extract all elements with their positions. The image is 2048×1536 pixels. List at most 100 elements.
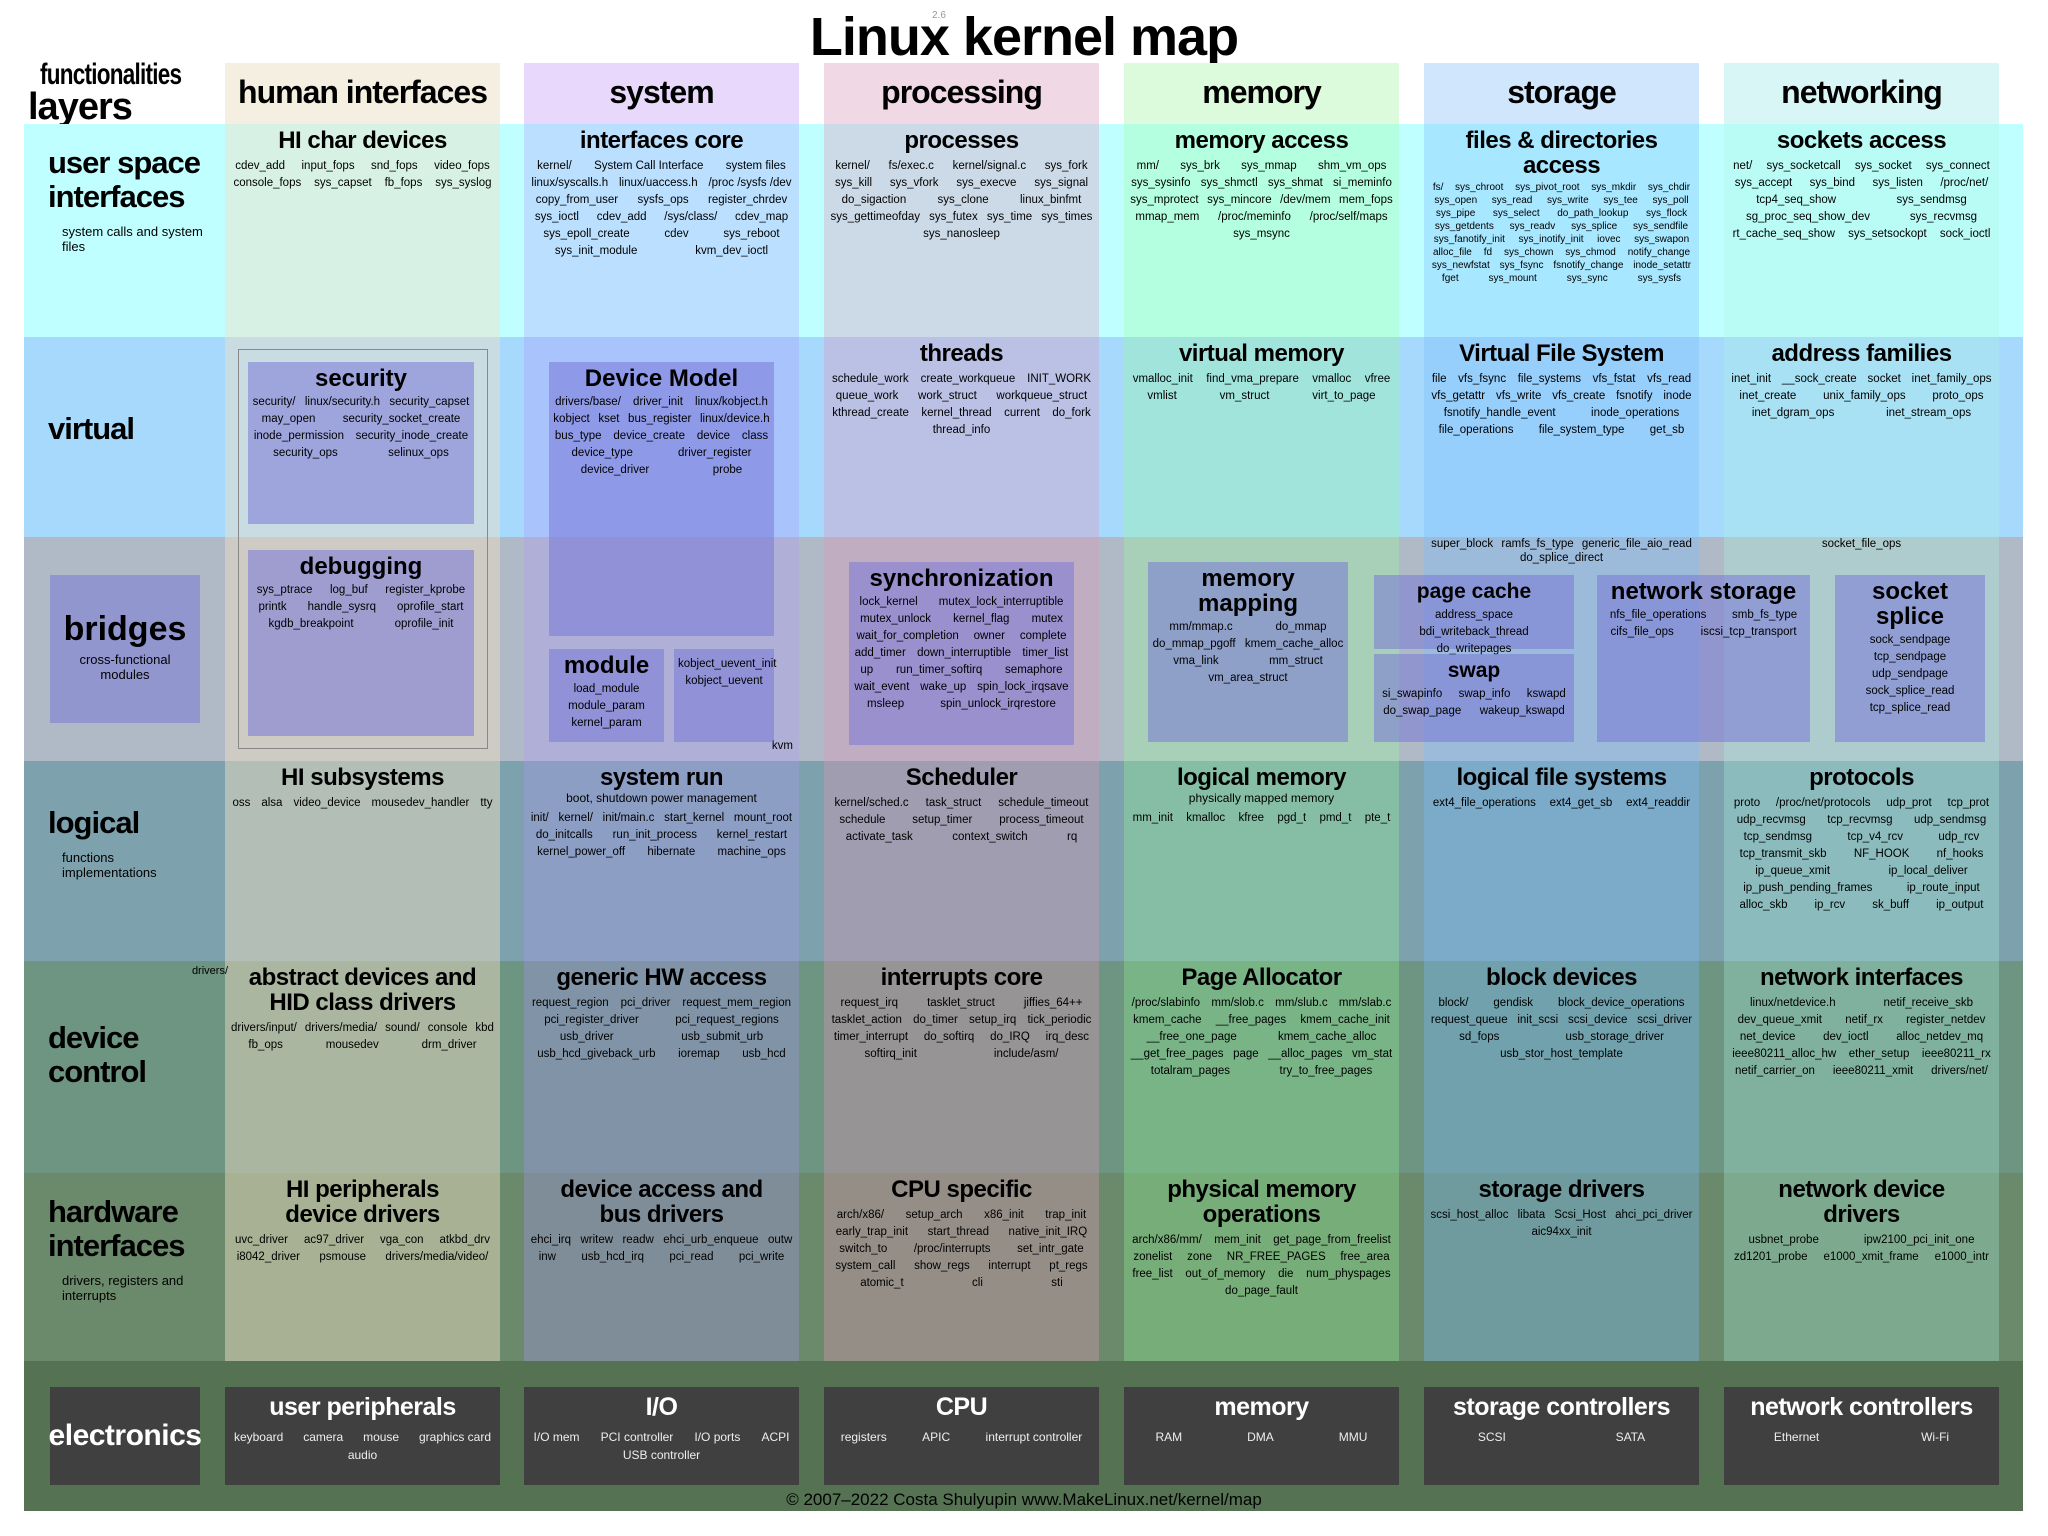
- kernel-symbol[interactable]: register_chrdev: [708, 194, 788, 206]
- kernel-symbol[interactable]: totalram_pages: [1150, 1065, 1231, 1077]
- kernel-symbol[interactable]: APIC: [922, 1430, 951, 1444]
- kernel-symbol[interactable]: owner: [973, 630, 1005, 642]
- kernel-symbol[interactable]: net_device: [1739, 1031, 1796, 1043]
- kernel-symbol[interactable]: include/asm/: [993, 1048, 1059, 1060]
- kernel-symbol[interactable]: /proc /sysfs /dev: [708, 177, 792, 189]
- kernel-symbol[interactable]: sys_sendmsg: [1896, 194, 1967, 206]
- kernel-symbol[interactable]: tcp_sendmsg: [1743, 831, 1813, 843]
- kernel-symbol[interactable]: inode_operations: [1591, 407, 1680, 419]
- kernel-symbol[interactable]: pte_t: [1364, 812, 1391, 824]
- kernel-symbol[interactable]: kernel_thread: [921, 407, 992, 419]
- kernel-symbol[interactable]: zone: [1187, 1251, 1213, 1263]
- kernel-symbol[interactable]: mm/: [1136, 160, 1159, 172]
- kernel-symbol[interactable]: run_timer_softirq: [895, 664, 983, 676]
- kernel-symbol[interactable]: system files: [725, 160, 786, 172]
- kernel-symbol[interactable]: ip_queue_xmit: [1755, 865, 1831, 877]
- kernel-symbol[interactable]: alloc_netdev_mq: [1896, 1031, 1984, 1043]
- kernel-symbol[interactable]: mmap_mem: [1135, 211, 1200, 223]
- kernel-symbol[interactable]: security/: [252, 396, 296, 408]
- kernel-symbol[interactable]: ieee80211_alloc_hw: [1732, 1048, 1837, 1060]
- kernel-symbol[interactable]: start_kernel: [664, 812, 725, 824]
- kernel-symbol[interactable]: DMA: [1247, 1430, 1274, 1444]
- kernel-symbol[interactable]: system_call: [835, 1260, 896, 1272]
- kernel-symbol[interactable]: num_physpages: [1306, 1268, 1391, 1280]
- kernel-symbol[interactable]: selinux_ops: [388, 447, 449, 459]
- kernel-symbol[interactable]: request_queue: [1430, 1014, 1508, 1026]
- kernel-symbol[interactable]: kernel/: [835, 160, 870, 172]
- kernel-symbol[interactable]: pt_regs: [1049, 1260, 1088, 1272]
- kernel-symbol[interactable]: driver_init: [633, 396, 683, 408]
- kernel-symbol[interactable]: sys_open: [1434, 195, 1478, 206]
- kernel-symbol[interactable]: sys_readv: [1509, 221, 1556, 232]
- kernel-symbol[interactable]: INIT_WORK: [1027, 373, 1092, 385]
- kernel-symbol[interactable]: kmem_cache_alloc: [1277, 1031, 1377, 1043]
- kernel-symbol[interactable]: inet_family_ops: [1911, 373, 1992, 385]
- kernel-symbol[interactable]: pgd_t: [1277, 812, 1307, 824]
- kernel-symbol[interactable]: semaphore: [1005, 664, 1063, 676]
- kernel-symbol[interactable]: outw: [767, 1234, 793, 1246]
- kernel-symbol[interactable]: sys_socket: [1854, 160, 1912, 172]
- kernel-symbol[interactable]: sys_shmat: [1267, 177, 1323, 189]
- kernel-symbol[interactable]: kmem_cache_alloc: [1244, 638, 1344, 650]
- kernel-symbol[interactable]: register_kprobe: [385, 584, 466, 596]
- kernel-symbol[interactable]: do_splice_direct: [1519, 552, 1604, 564]
- kernel-symbol[interactable]: softirq_init: [864, 1048, 917, 1060]
- kernel-symbol[interactable]: spin_unlock_irqrestore: [940, 698, 1056, 710]
- kernel-symbol[interactable]: linux/device.h: [699, 413, 770, 425]
- kernel-symbol[interactable]: sys_write: [1547, 195, 1589, 206]
- kernel-symbol[interactable]: sys_poll: [1652, 195, 1689, 206]
- kernel-symbol[interactable]: security_socket_create: [342, 413, 461, 425]
- kernel-symbol[interactable]: ieee80211_xmit: [1832, 1065, 1914, 1077]
- kernel-symbol[interactable]: kernel_param: [571, 717, 642, 729]
- kernel-symbol[interactable]: NR_FREE_PAGES: [1226, 1251, 1326, 1263]
- kernel-symbol[interactable]: sysfs_ops: [637, 194, 689, 206]
- kernel-symbol[interactable]: ext4_readdir: [1626, 797, 1691, 809]
- kernel-symbol[interactable]: Ethernet: [1773, 1430, 1820, 1444]
- kernel-symbol[interactable]: msleep: [867, 698, 905, 710]
- kernel-symbol[interactable]: init_scsi: [1517, 1014, 1559, 1026]
- kernel-symbol[interactable]: ac97_driver: [303, 1234, 365, 1246]
- kernel-symbol[interactable]: vm_area_struct: [1208, 672, 1288, 684]
- kernel-symbol[interactable]: aic94xx_init: [1531, 1226, 1592, 1238]
- kernel-symbol[interactable]: fs/exec.c: [888, 160, 934, 172]
- kernel-symbol[interactable]: sys_chmod: [1565, 247, 1616, 258]
- kernel-symbol[interactable]: up: [860, 664, 874, 676]
- kernel-symbol[interactable]: input_fops: [301, 160, 355, 172]
- kernel-symbol[interactable]: drivers/media/video/: [385, 1251, 489, 1263]
- kernel-symbol[interactable]: vm_stat: [1351, 1048, 1393, 1060]
- kernel-symbol[interactable]: kernel_flag: [953, 613, 1010, 625]
- kernel-symbol[interactable]: proto: [1733, 797, 1761, 809]
- kernel-symbol[interactable]: cdev_add: [235, 160, 286, 172]
- kernel-symbol[interactable]: sys_mprotect: [1130, 194, 1199, 206]
- kernel-symbol[interactable]: do_IRQ: [990, 1031, 1030, 1043]
- kernel-symbol[interactable]: mem_init: [1214, 1234, 1261, 1246]
- kernel-symbol[interactable]: do_initcalls: [535, 829, 593, 841]
- kernel-symbol[interactable]: SATA: [1615, 1430, 1646, 1444]
- kernel-symbol[interactable]: load_module: [573, 683, 640, 695]
- kernel-symbol[interactable]: pci_register_driver: [544, 1014, 639, 1026]
- kernel-symbol[interactable]: fget: [1441, 273, 1459, 284]
- kernel-symbol[interactable]: ext4_file_operations: [1432, 797, 1536, 809]
- kernel-symbol[interactable]: fsnotify_change: [1553, 260, 1624, 271]
- kernel-symbol[interactable]: page: [1233, 1048, 1259, 1060]
- kernel-symbol[interactable]: try_to_free_pages: [1279, 1065, 1373, 1077]
- kernel-symbol[interactable]: usb_driver: [559, 1031, 614, 1043]
- kernel-symbol[interactable]: sys_time: [986, 211, 1033, 223]
- kernel-symbol[interactable]: queue_work: [835, 390, 899, 402]
- kernel-symbol[interactable]: drivers/net/: [1931, 1065, 1989, 1077]
- kernel-symbol[interactable]: scsi_device: [1567, 1014, 1628, 1026]
- kernel-symbol[interactable]: tcp_splice_read: [1869, 702, 1951, 714]
- kernel-symbol[interactable]: udp_prot: [1886, 797, 1932, 809]
- kernel-symbol[interactable]: device: [696, 430, 731, 442]
- kernel-symbol[interactable]: /sys/class/: [664, 211, 718, 223]
- kernel-symbol[interactable]: module_param: [568, 700, 645, 712]
- kernel-symbol[interactable]: setup_timer: [912, 814, 973, 826]
- kernel-symbol[interactable]: block/: [1438, 997, 1469, 1009]
- kernel-symbol[interactable]: socket_file_ops: [1821, 538, 1902, 550]
- kernel-symbol[interactable]: kernel/: [558, 812, 593, 824]
- kernel-symbol[interactable]: cli: [972, 1277, 983, 1289]
- kernel-symbol[interactable]: sys_reboot: [723, 228, 780, 240]
- kernel-symbol[interactable]: __alloc_pages: [1268, 1048, 1343, 1060]
- kernel-symbol[interactable]: fsnotify: [1616, 390, 1653, 402]
- kernel-symbol[interactable]: /proc/slabinfo: [1131, 997, 1201, 1009]
